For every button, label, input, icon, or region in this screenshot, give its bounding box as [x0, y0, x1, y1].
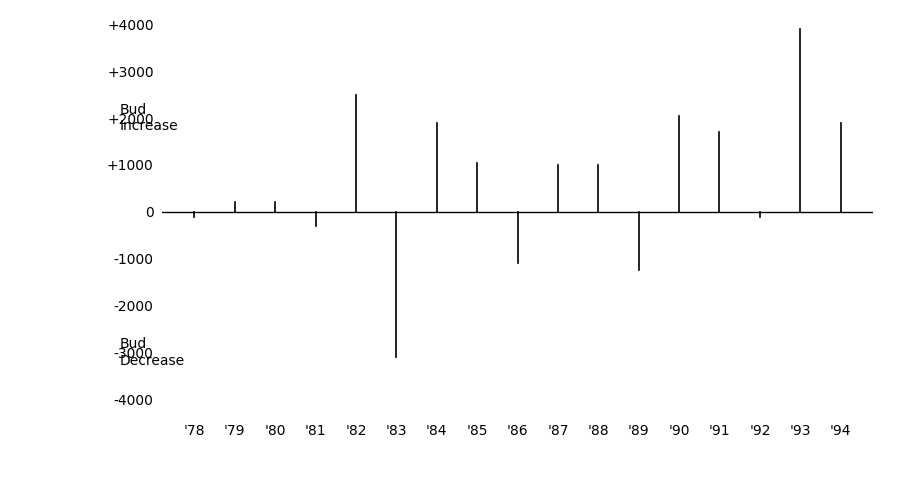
Text: Bud
Decrease: Bud Decrease — [120, 337, 184, 368]
Text: Bud
Increase: Bud Increase — [120, 103, 178, 133]
